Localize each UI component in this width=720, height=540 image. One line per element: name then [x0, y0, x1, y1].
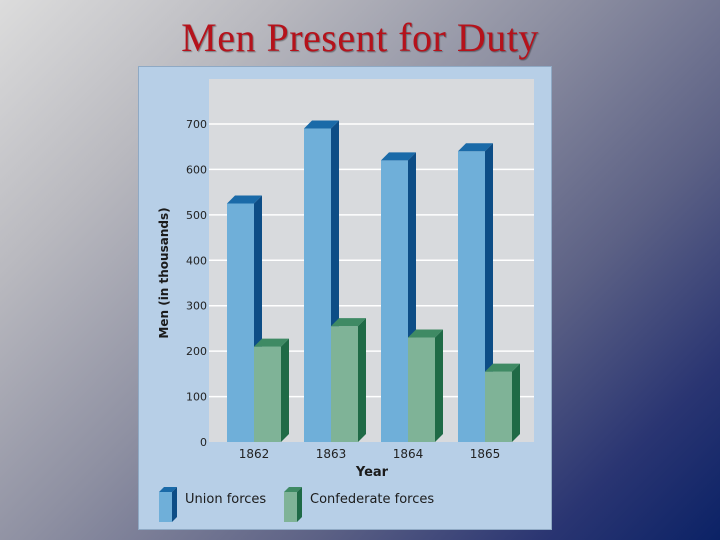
x-tick-label: 1863 — [316, 447, 347, 461]
legend-label-union: Union forces — [185, 492, 266, 507]
confederate-bar-1865-top — [485, 363, 520, 372]
confederate-bar-1864-side — [435, 329, 443, 442]
union-bar-1864-top — [381, 152, 416, 161]
bar-chart: 0 100 200 300 400 500 600 700 Men (in thousands… — [157, 79, 534, 522]
confederate-bar-1864 — [408, 337, 435, 442]
legend-swatch-side-confederate — [297, 487, 302, 522]
confederate-bar-1863 — [331, 326, 358, 442]
legend-item-union: Union forces — [159, 487, 266, 522]
y-tick-label: 400 — [186, 254, 207, 267]
x-axis-label: Year — [355, 465, 389, 480]
legend-swatch-side-union — [172, 487, 177, 522]
legend-swatch-top-union — [159, 487, 177, 492]
x-tick-label: 1864 — [393, 447, 424, 461]
legend-swatch-top-confederate — [284, 487, 302, 492]
union-bar-1864 — [381, 160, 408, 442]
y-axis-label: Men (in thousands) — [157, 207, 171, 338]
bars — [227, 120, 520, 443]
confederate-bar-1862-side — [281, 338, 289, 442]
confederate-bar-1865-side — [512, 363, 520, 442]
confederate-bar-1865 — [485, 371, 512, 442]
union-bar-1865-top — [458, 143, 493, 152]
union-bar-1865 — [458, 151, 485, 442]
y-axis-ticks: 0 100 200 300 400 500 600 700 — [186, 118, 207, 449]
union-bar-1863 — [304, 128, 331, 443]
y-tick-label: 300 — [186, 300, 207, 313]
union-bar-1862 — [227, 203, 254, 442]
confederate-bar-1863-side — [358, 318, 366, 442]
slide-title: Men Present for Duty — [181, 15, 539, 60]
confederate-bar-1862 — [254, 346, 281, 442]
y-tick-label: 100 — [186, 391, 207, 404]
chart-panel: 0 100 200 300 400 500 600 700 Men (in thousands… — [138, 66, 552, 530]
x-tick-label: 1862 — [239, 447, 270, 461]
legend-swatch-union — [159, 492, 172, 522]
confederate-bar-1863-top — [331, 318, 366, 327]
confederate-bar-1864-top — [408, 329, 443, 338]
legend-swatch-confederate — [284, 492, 297, 522]
legend-label-confederate: Confederate forces — [310, 492, 434, 507]
y-tick-label: 500 — [186, 209, 207, 222]
y-tick-label: 700 — [186, 118, 207, 131]
y-tick-label: 0 — [200, 436, 207, 449]
legend: Union forces Confederate forces — [159, 487, 434, 522]
y-tick-label: 200 — [186, 345, 207, 358]
x-axis-ticks: 1862 1863 1864 1865 — [239, 447, 501, 461]
x-tick-label: 1865 — [470, 447, 501, 461]
legend-item-confederate: Confederate forces — [284, 487, 434, 522]
confederate-bar-1862-top — [254, 338, 289, 347]
y-tick-label: 600 — [186, 163, 207, 176]
union-bar-1862-top — [227, 195, 262, 204]
union-bar-1863-top — [304, 120, 339, 129]
